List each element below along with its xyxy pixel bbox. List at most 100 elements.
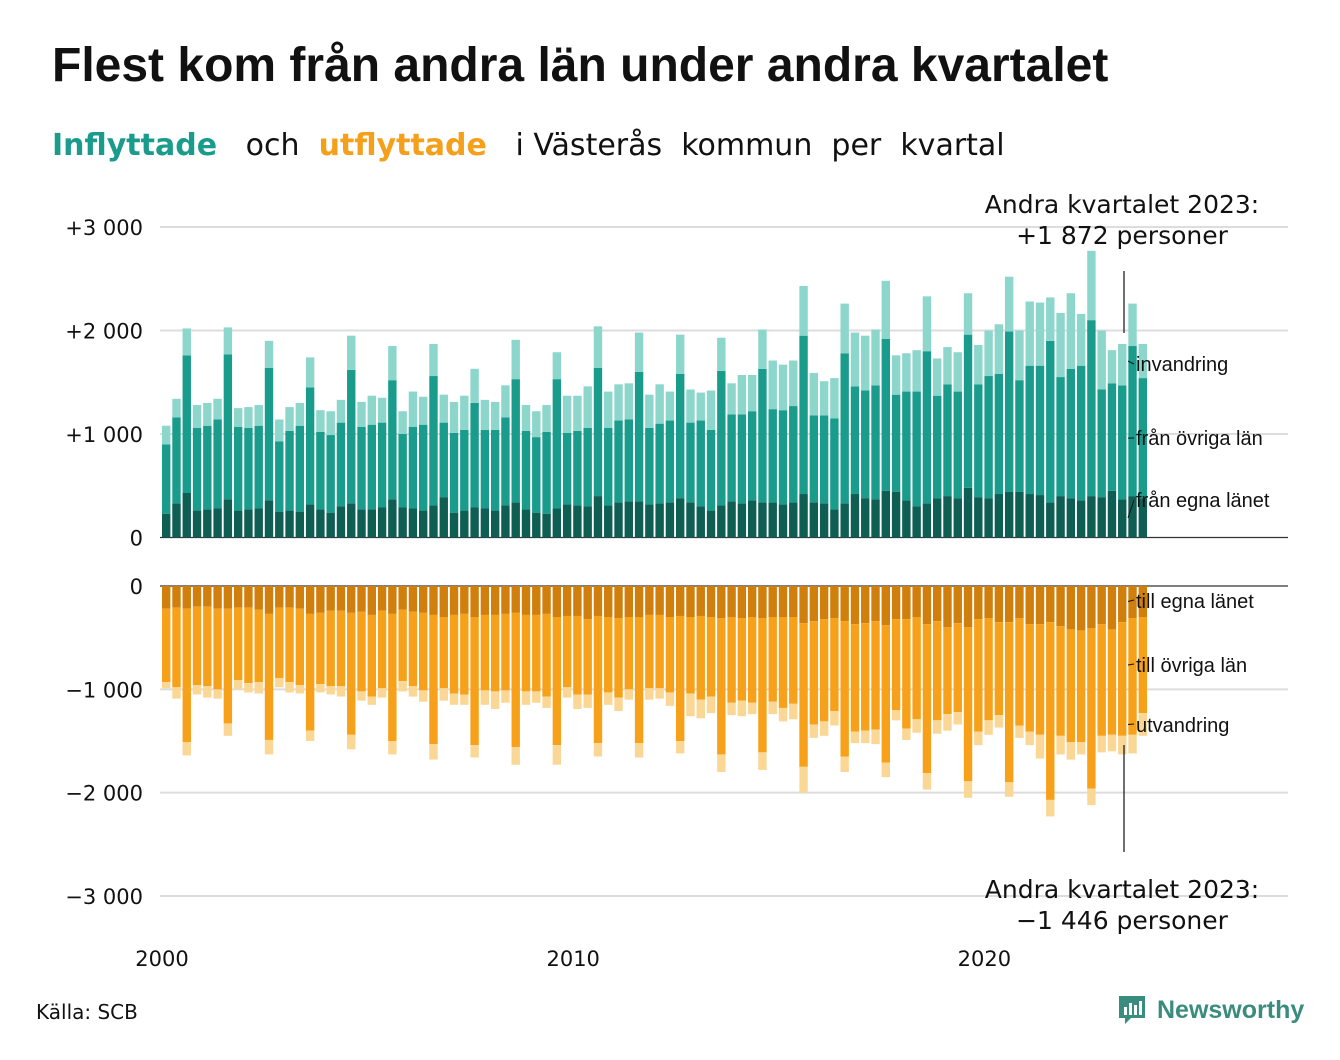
newsworthy-logo-icon (1119, 996, 1145, 1024)
bar-in-immigration (408, 391, 418, 427)
bar-in-immigration (419, 396, 428, 425)
bar-out-other-counties (624, 617, 633, 690)
bar-out-other-counties (737, 618, 747, 701)
bar-in-other-counties (593, 367, 603, 497)
bar-out-own-county (275, 586, 284, 608)
bottom-y-tick-label: 0 (130, 575, 143, 599)
bar-out-emigration (624, 689, 633, 700)
migration-chart: +3 000 +2 000 +1 000 0 0 −1 000 −2 000 −3 000 20… (65, 190, 1288, 971)
bar-in-immigration (182, 328, 191, 356)
bar-in-other-counties (429, 376, 438, 506)
bar-in-own-county (778, 504, 788, 538)
bar-out-emigration (922, 773, 932, 790)
top-legend-tick (1127, 499, 1135, 518)
bar-out-own-county (439, 586, 448, 617)
bar-out-emigration (593, 743, 603, 757)
bar-out-own-county (429, 586, 438, 615)
bar-out-own-county (1118, 586, 1127, 623)
top-legend-label: invandring (1136, 354, 1228, 376)
bar-in-immigration (480, 399, 490, 430)
bar-out-emigration (850, 731, 860, 744)
bar-out-own-county (326, 586, 335, 611)
bar-out-other-counties (182, 608, 191, 743)
bar-in-other-counties (1004, 331, 1014, 492)
bar-in-own-county (264, 500, 274, 538)
bar-out-emigration (233, 680, 243, 690)
bar-out-other-counties (192, 606, 202, 686)
bar-in-immigration (316, 410, 325, 432)
bar-in-immigration (614, 384, 623, 421)
bar-out-emigration (460, 694, 469, 705)
bar-in-other-counties (984, 376, 993, 499)
bar-in-immigration (521, 405, 531, 431)
bar-in-immigration (449, 401, 459, 433)
bar-in-immigration (470, 368, 479, 403)
bar-in-immigration (213, 398, 222, 420)
bar-out-other-counties (727, 617, 736, 703)
bar-out-own-county (717, 586, 726, 619)
bar-in-own-county (562, 504, 572, 538)
bar-out-own-county (604, 586, 613, 617)
bar-out-own-county (624, 586, 633, 617)
bar-in-other-counties (439, 422, 448, 498)
bar-out-other-counties (758, 618, 767, 753)
bar-in-own-county (532, 512, 541, 538)
bar-in-own-county (686, 502, 695, 538)
bar-in-own-county (1004, 491, 1014, 538)
bar-out-own-county (778, 586, 788, 617)
x-tick-label: 2020 (958, 947, 1011, 971)
bar-in-other-counties (953, 391, 962, 499)
bar-in-own-county (902, 500, 911, 538)
bar-in-own-county (203, 509, 212, 538)
bar-out-own-county (449, 586, 459, 615)
bar-out-other-counties (573, 615, 582, 695)
bar-out-emigration (758, 752, 767, 770)
bar-out-own-county (562, 586, 572, 616)
bar-in-other-counties (213, 419, 222, 509)
bar-in-other-counties (192, 427, 202, 511)
bar-in-other-counties (172, 417, 181, 504)
bar-out-emigration (984, 720, 993, 735)
bar-out-own-county (419, 586, 428, 613)
bar-out-other-counties (275, 607, 284, 678)
bar-in-other-counties (1128, 346, 1137, 497)
bar-in-other-counties (295, 425, 305, 512)
bar-in-immigration (583, 386, 592, 428)
bar-out-other-counties (326, 610, 335, 687)
bar-in-own-county (758, 502, 767, 538)
bar-out-emigration (727, 702, 736, 716)
bar-in-own-county (1076, 500, 1086, 538)
bar-in-own-county (737, 503, 747, 538)
bar-in-own-county (408, 508, 418, 538)
bar-out-own-county (593, 586, 603, 616)
bar-out-own-county (881, 586, 890, 626)
bar-out-own-county (1035, 586, 1045, 625)
bar-out-own-county (542, 586, 551, 614)
bar-in-own-county (162, 513, 171, 538)
bar-out-own-county (1138, 586, 1147, 617)
bar-in-immigration (655, 384, 664, 424)
bar-in-own-county (1035, 495, 1045, 538)
bar-in-own-county (850, 494, 860, 538)
bar-in-own-county (1066, 498, 1076, 538)
bar-out-emigration (676, 741, 685, 754)
bar-out-other-counties (542, 613, 551, 697)
bar-out-own-county (583, 586, 592, 620)
bottom-legend-tick (1127, 599, 1135, 602)
bar-out-other-counties (1015, 618, 1024, 726)
bar-out-own-county (408, 586, 418, 612)
bar-in-other-counties (162, 444, 171, 514)
bar-out-other-counties (449, 614, 459, 694)
bar-in-immigration (573, 395, 582, 431)
bar-out-emigration (254, 682, 263, 694)
bar-in-own-county (388, 499, 397, 538)
bar-out-other-counties (480, 614, 490, 691)
bar-out-other-counties (1097, 624, 1106, 736)
bar-in-immigration (542, 405, 551, 432)
bar-in-own-county (316, 509, 325, 538)
bar-out-own-county (799, 586, 808, 624)
bar-in-other-counties (747, 411, 757, 501)
bar-in-other-counties (367, 424, 376, 510)
bar-in-immigration (984, 330, 993, 377)
bar-in-immigration (1128, 303, 1137, 347)
